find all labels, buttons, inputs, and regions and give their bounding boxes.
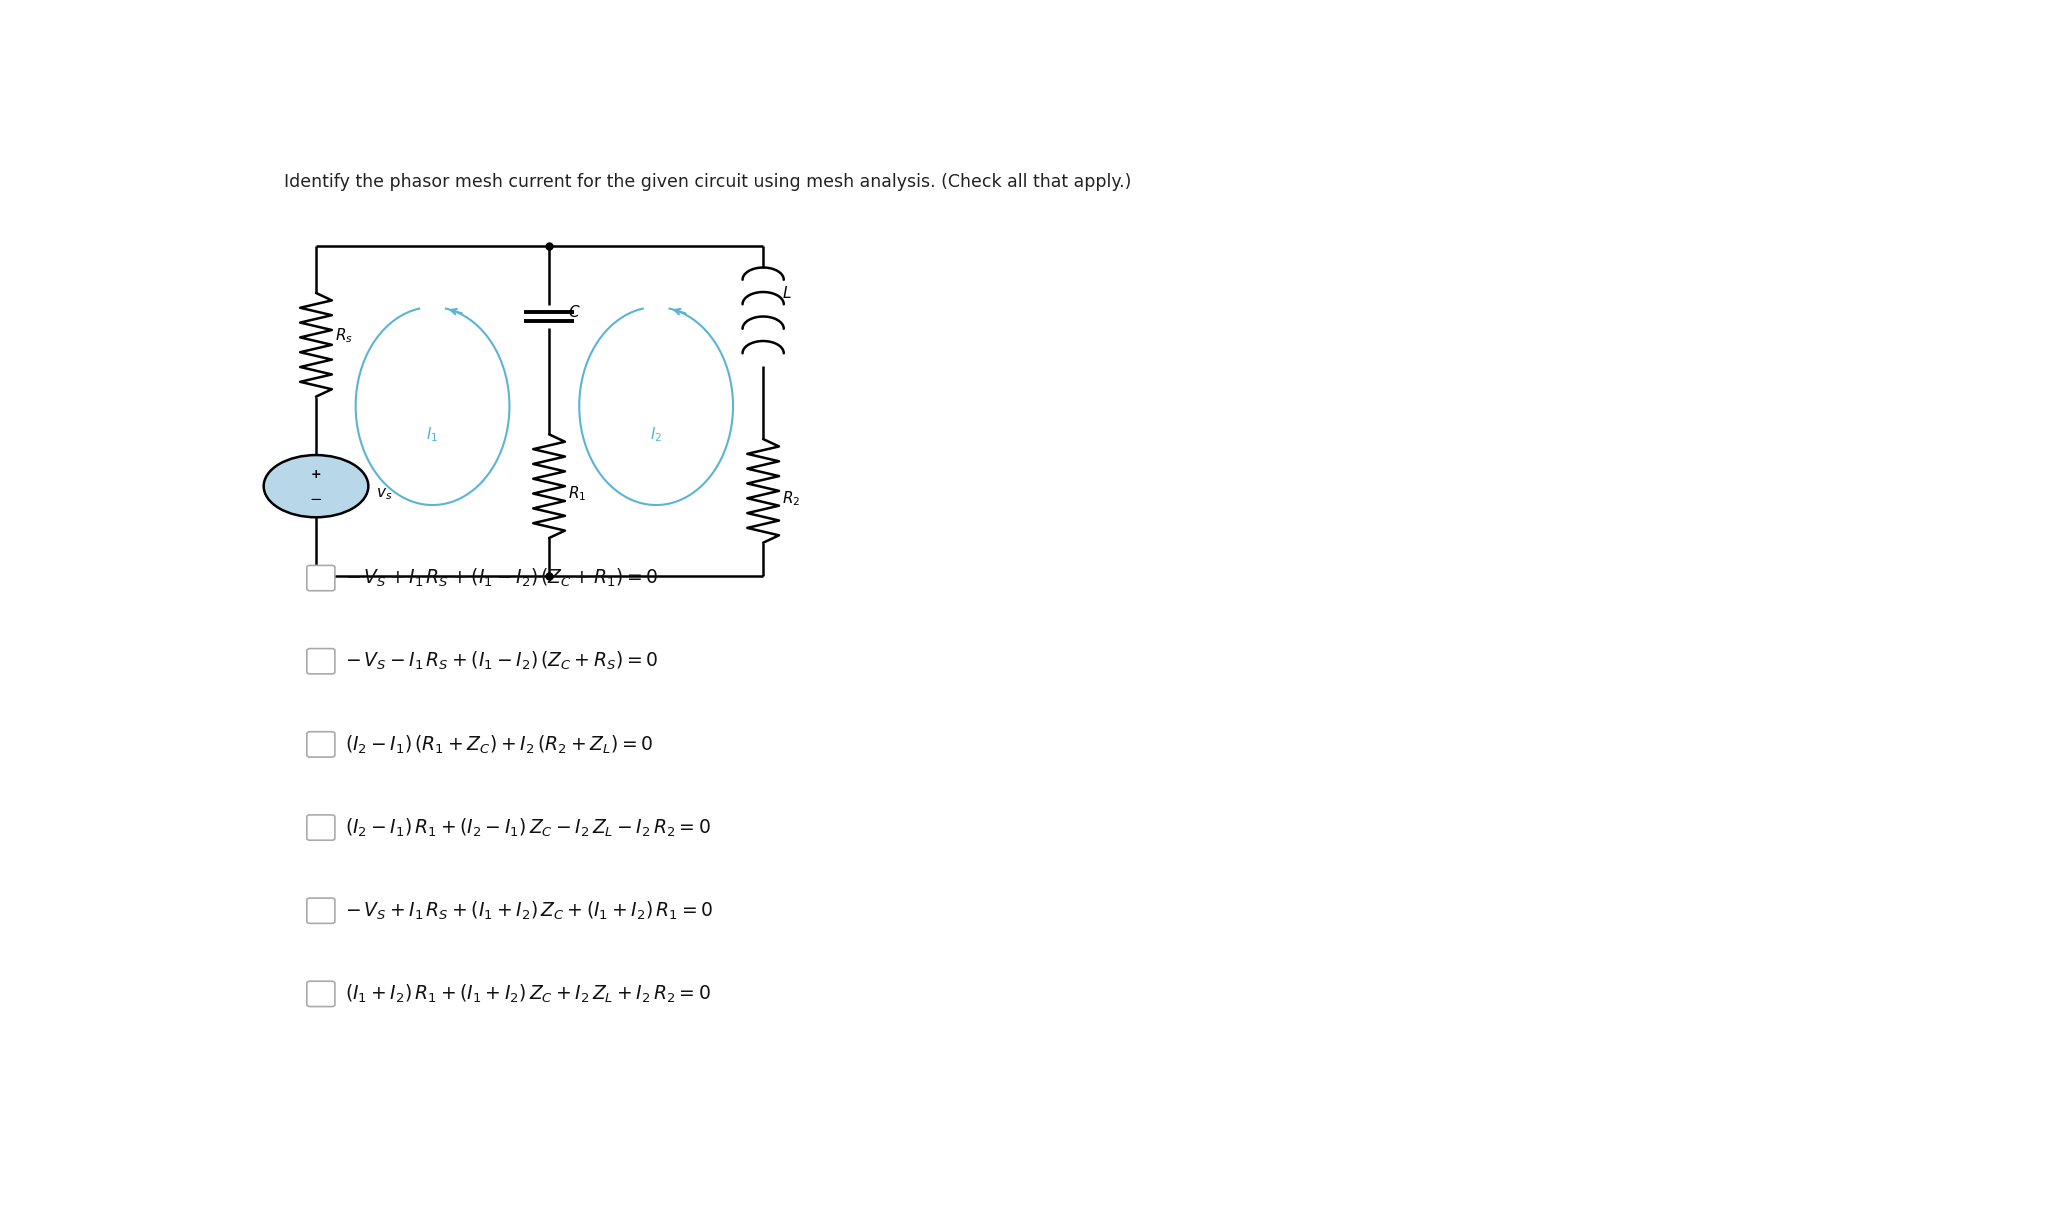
- Circle shape: [264, 455, 368, 518]
- Text: +: +: [311, 468, 321, 481]
- Text: $C$: $C$: [569, 304, 581, 319]
- Text: $L$: $L$: [782, 285, 792, 301]
- FancyBboxPatch shape: [307, 982, 336, 1006]
- Text: $-\,\mathit{V}_S - \mathit{I}_1\,\mathit{R}_S + (\mathit{I}_1 - \mathit{I}_2)\,(: $-\,\mathit{V}_S - \mathit{I}_1\,\mathit…: [346, 650, 659, 672]
- Text: $I_1$: $I_1$: [426, 425, 438, 443]
- Text: $(\mathit{I}_1 + \mathit{I}_2)\,\mathit{R}_1 + (\mathit{I}_1 + \mathit{I}_2)\,\m: $(\mathit{I}_1 + \mathit{I}_2)\,\mathit{…: [346, 983, 710, 1005]
- Text: $(\mathit{I}_2 - \mathit{I}_1)\,\mathit{R}_1 + (\mathit{I}_2 - \mathit{I}_1)\,\m: $(\mathit{I}_2 - \mathit{I}_1)\,\mathit{…: [346, 816, 710, 838]
- Text: Identify the phasor mesh current for the given circuit using mesh analysis. (Che: Identify the phasor mesh current for the…: [284, 174, 1131, 191]
- Text: $I_2$: $I_2$: [651, 425, 663, 443]
- Text: $R_1$: $R_1$: [569, 485, 587, 503]
- FancyBboxPatch shape: [307, 732, 336, 758]
- FancyBboxPatch shape: [307, 565, 336, 591]
- Text: $-\,\mathit{V}_S + \mathit{I}_1\,\mathit{R}_S + (\mathit{I}_1 - \mathit{I}_2)\,(: $-\,\mathit{V}_S + \mathit{I}_1\,\mathit…: [346, 567, 659, 589]
- Text: −: −: [309, 492, 323, 507]
- FancyBboxPatch shape: [307, 815, 336, 840]
- FancyBboxPatch shape: [307, 898, 336, 923]
- FancyBboxPatch shape: [307, 649, 336, 674]
- Text: $v_s$: $v_s$: [376, 486, 393, 502]
- Text: $(\mathit{I}_2 - \mathit{I}_1)\,(\mathit{R}_1 + \mathit{Z}_C) + \mathit{I}_2\,(\: $(\mathit{I}_2 - \mathit{I}_1)\,(\mathit…: [346, 733, 653, 755]
- Text: $R_2$: $R_2$: [782, 490, 800, 508]
- Text: $R_s$: $R_s$: [336, 326, 354, 345]
- Text: $-\,\mathit{V}_S + \mathit{I}_1\,\mathit{R}_S + (\mathit{I}_1 + \mathit{I}_2)\,\: $-\,\mathit{V}_S + \mathit{I}_1\,\mathit…: [346, 900, 714, 922]
